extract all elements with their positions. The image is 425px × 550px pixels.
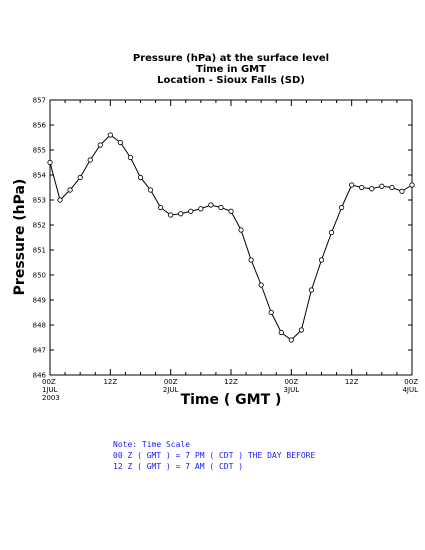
data-point: [57, 197, 63, 203]
y-tick-label: 849: [33, 297, 46, 305]
x-tick-label: 12Z: [103, 378, 117, 386]
data-point: [248, 257, 254, 263]
y-tick-label: 856: [33, 122, 47, 130]
x-tick-label: 00Z: [404, 378, 418, 386]
y-tick-label: 855: [33, 147, 46, 155]
data-point: [339, 204, 345, 211]
data-point: [328, 229, 335, 236]
data-point: [178, 211, 184, 217]
y-tick-label: 847: [33, 347, 46, 355]
data-point: [97, 142, 103, 148]
y-tick-label: 854: [33, 172, 47, 180]
x-tick-label: 3JUL: [284, 386, 300, 394]
data-point: [359, 184, 365, 191]
data-point: [147, 187, 154, 193]
x-tick-label: 2003: [42, 394, 60, 402]
y-tick-label: 848: [33, 322, 46, 330]
x-tick-label: 00Z: [42, 378, 56, 386]
data-point: [67, 187, 73, 193]
x-tick-label: 2JUL: [163, 386, 179, 394]
chart-titles: Pressure (hPa) at the surface levelTime …: [133, 53, 329, 86]
note-12z: 12 Z ( GMT ) = 7 AM ( CDT ): [113, 462, 244, 471]
data-point: [47, 159, 53, 166]
data-point: [198, 206, 204, 212]
data-point: [137, 174, 144, 181]
note-00z: 00 Z ( GMT ) = 7 PM ( CDT ) THE DAY BEFO…: [113, 451, 316, 460]
y-axis-label: Pressure (hPa): [12, 179, 28, 296]
x-tick-label: 12Z: [345, 378, 359, 386]
data-point: [389, 184, 395, 191]
data-point: [349, 182, 355, 188]
data-point: [127, 154, 134, 161]
data-point: [308, 287, 315, 293]
data-point: [318, 257, 325, 263]
data-point: [278, 329, 284, 336]
data-point: [409, 182, 415, 188]
x-tick-label: 00Z: [164, 378, 178, 386]
data-point: [117, 139, 123, 146]
data-point: [208, 202, 214, 208]
data-point: [188, 208, 194, 214]
chart-title-line: Time in GMT: [196, 64, 266, 75]
data-point: [77, 174, 83, 181]
y-tick-label: 852: [33, 222, 46, 230]
y-tick-label: 853: [33, 197, 46, 205]
x-axis-label: Time ( GMT ): [181, 392, 282, 408]
data-point: [268, 309, 274, 316]
y-tick-label: 851: [33, 247, 46, 255]
data-point: [218, 204, 224, 211]
data-point: [298, 327, 304, 333]
data-point: [107, 132, 113, 138]
y-tick-label: 850: [33, 272, 46, 280]
data-point: [258, 282, 264, 288]
y-tick-label: 846: [33, 372, 47, 380]
data-point: [288, 337, 294, 343]
data-point: [87, 157, 93, 163]
note-title: Note: Time Scale: [113, 440, 191, 449]
data-point: [158, 204, 164, 211]
y-axis: 846 847 848 849 850 851 852 853 854 855 856 857: [33, 97, 412, 380]
pressure-series: [47, 132, 415, 343]
data-point: [168, 212, 174, 218]
x-tick-label: 12Z: [224, 378, 238, 386]
y-tick-label: 857: [33, 97, 46, 105]
data-point: [369, 186, 375, 192]
chart-title-line: Location - Sioux Falls (SD): [157, 75, 305, 86]
chart-title-line: Pressure (hPa) at the surface level: [133, 53, 329, 64]
x-tick-label: 1JUL: [42, 386, 58, 394]
x-tick-label: 00Z: [284, 378, 298, 386]
data-point: [228, 208, 234, 214]
series-line: [49, 134, 413, 341]
data-point: [399, 188, 405, 194]
data-point: [238, 227, 244, 233]
data-point: [379, 183, 385, 189]
x-tick-label: 4JUL: [402, 386, 418, 394]
